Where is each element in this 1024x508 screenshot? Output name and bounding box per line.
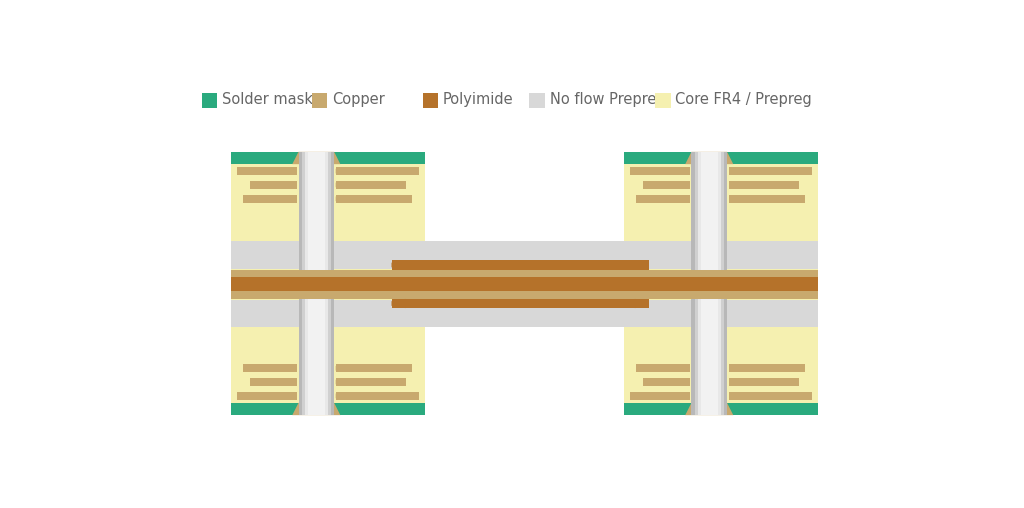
Bar: [636, 195, 690, 203]
Bar: [202, 92, 217, 108]
Bar: [729, 167, 812, 175]
Bar: [729, 181, 799, 189]
Text: Polyimide: Polyimide: [442, 92, 513, 107]
Bar: [624, 403, 818, 415]
Polygon shape: [635, 299, 649, 308]
Bar: [643, 378, 690, 386]
Polygon shape: [289, 364, 297, 372]
Bar: [336, 195, 413, 203]
Polygon shape: [391, 261, 406, 270]
Bar: [238, 167, 297, 175]
Bar: [529, 92, 545, 108]
Bar: [250, 181, 297, 189]
Bar: [624, 152, 818, 164]
Bar: [729, 364, 805, 372]
Bar: [729, 195, 805, 203]
Bar: [643, 181, 690, 189]
Bar: [624, 241, 818, 269]
Bar: [336, 181, 407, 189]
Bar: [694, 152, 724, 415]
Polygon shape: [289, 378, 297, 386]
Bar: [250, 378, 297, 386]
Bar: [336, 364, 413, 372]
Text: Solder mask: Solder mask: [222, 92, 312, 107]
Bar: [425, 277, 624, 291]
Bar: [630, 392, 690, 400]
Polygon shape: [336, 364, 343, 372]
Bar: [391, 299, 649, 308]
Bar: [231, 300, 425, 327]
Bar: [311, 92, 328, 108]
Bar: [231, 152, 425, 164]
Bar: [308, 152, 325, 415]
Bar: [630, 167, 690, 175]
Bar: [244, 195, 297, 203]
Polygon shape: [336, 181, 343, 189]
Bar: [423, 92, 438, 108]
Polygon shape: [292, 403, 340, 415]
Bar: [729, 378, 799, 386]
Bar: [729, 392, 812, 400]
Polygon shape: [391, 299, 406, 308]
Bar: [244, 364, 297, 372]
Bar: [231, 241, 425, 269]
Bar: [425, 270, 624, 277]
Polygon shape: [336, 392, 343, 400]
Polygon shape: [289, 392, 297, 400]
Text: Copper: Copper: [332, 92, 385, 107]
Bar: [336, 167, 419, 175]
Polygon shape: [635, 261, 649, 270]
Bar: [302, 152, 331, 415]
Bar: [336, 392, 419, 400]
Bar: [624, 152, 818, 415]
Bar: [697, 152, 721, 415]
Bar: [425, 152, 624, 415]
Polygon shape: [289, 195, 297, 203]
Bar: [238, 392, 297, 400]
Bar: [425, 241, 624, 269]
Bar: [305, 152, 328, 415]
Bar: [231, 277, 818, 291]
Bar: [425, 300, 624, 327]
Polygon shape: [289, 167, 297, 175]
Bar: [425, 291, 624, 299]
Bar: [655, 92, 671, 108]
Bar: [691, 152, 727, 415]
Bar: [700, 152, 718, 415]
Bar: [299, 152, 334, 415]
Text: Core FR4 / Prepreg: Core FR4 / Prepreg: [675, 92, 812, 107]
Polygon shape: [292, 152, 340, 164]
Polygon shape: [685, 152, 733, 164]
Bar: [336, 378, 407, 386]
Polygon shape: [336, 167, 343, 175]
Bar: [636, 364, 690, 372]
Bar: [624, 300, 818, 327]
Polygon shape: [289, 181, 297, 189]
Polygon shape: [336, 195, 343, 203]
Bar: [231, 270, 818, 277]
Bar: [231, 403, 425, 415]
Bar: [231, 291, 818, 299]
Bar: [231, 152, 425, 415]
Polygon shape: [336, 378, 343, 386]
Polygon shape: [685, 403, 733, 415]
Bar: [391, 261, 649, 270]
Text: No flow Prepreg: No flow Prepreg: [550, 92, 666, 107]
